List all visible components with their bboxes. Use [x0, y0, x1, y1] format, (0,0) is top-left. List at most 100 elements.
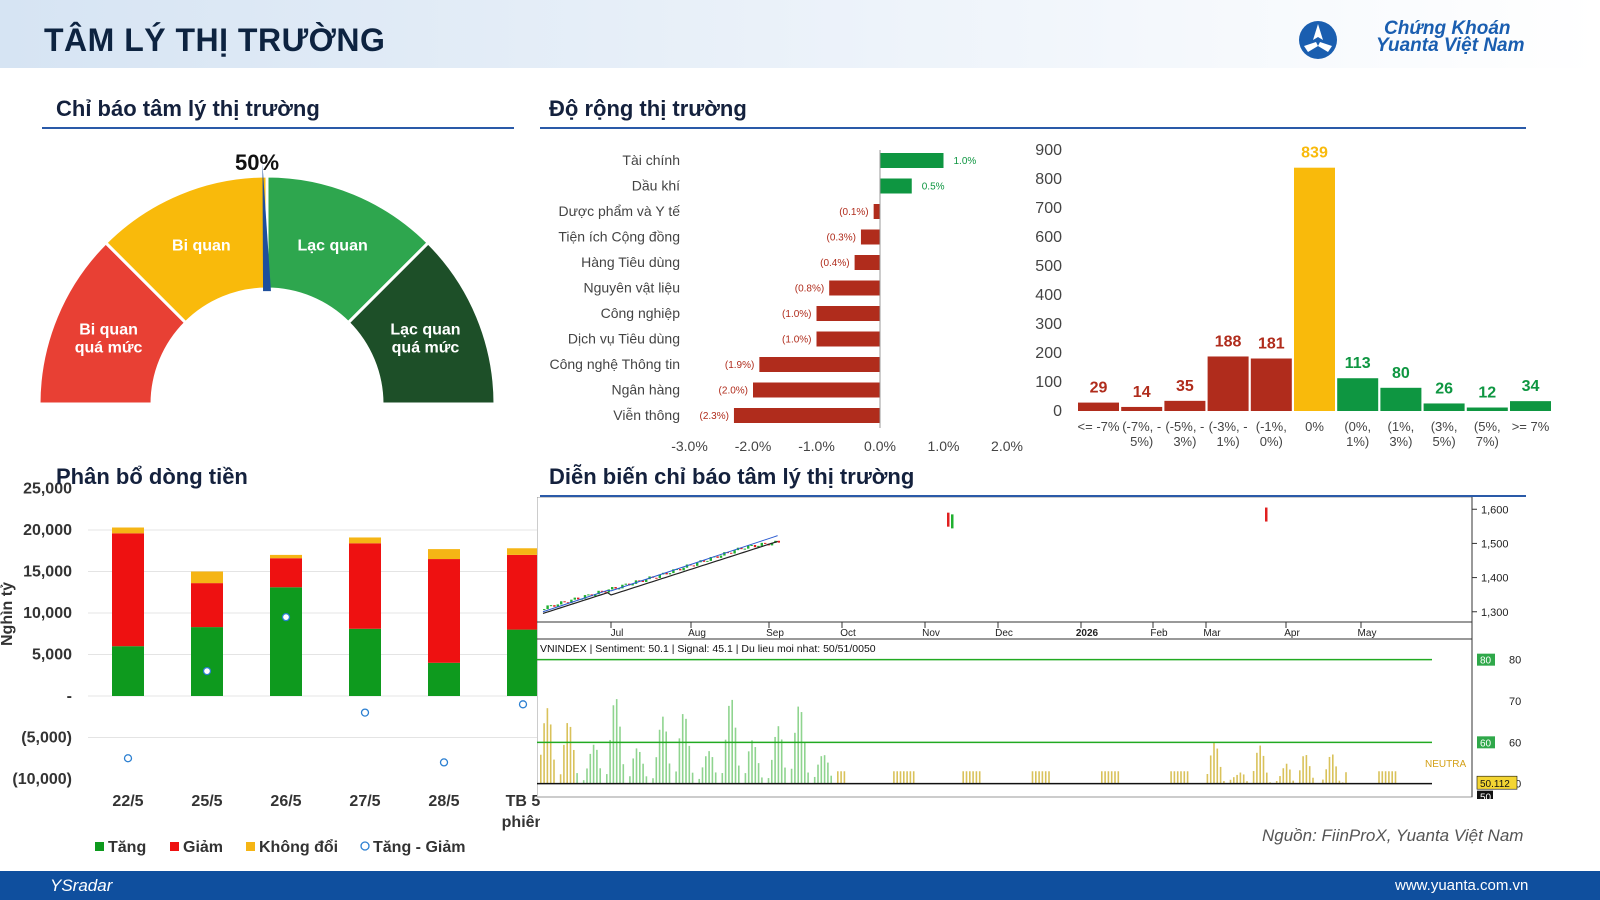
dist-bar — [1466, 407, 1508, 411]
price-candle — [570, 599, 573, 603]
indicator-histogram-bar — [817, 764, 819, 784]
flow-ytick: 25,000 — [23, 481, 72, 498]
price-candle — [747, 545, 750, 549]
gauge-segment-label-line: Bi quan — [79, 321, 138, 338]
price-candle — [947, 512, 950, 527]
ysradar-brand: YSradar — [50, 876, 113, 895]
dist-value-label: 14 — [1133, 384, 1151, 401]
indicator-histogram-bar — [774, 736, 776, 784]
dist-value-label: 181 — [1258, 336, 1285, 353]
indicator-histogram-bar — [701, 767, 704, 784]
sector-xtick: -2.0% — [735, 438, 772, 454]
indicator-tag-50 — [1477, 790, 1493, 799]
indicator-histogram-bar — [724, 739, 727, 784]
sector-label: Dịch vụ Tiêu dùng — [568, 331, 680, 347]
indicator-histogram-bar — [688, 745, 691, 784]
indicator-tag-50-label: 50 — [1480, 793, 1492, 799]
gauge-segment — [346, 240, 497, 406]
indicator-histogram-bar — [1262, 755, 1265, 784]
indicator-histogram-bar — [563, 744, 565, 784]
indicator-ytick: 80 — [1509, 655, 1521, 667]
price-candle — [641, 580, 644, 582]
flow-legend-swatch — [360, 841, 370, 851]
price-candle — [770, 542, 774, 546]
indicator-histogram-bar — [665, 731, 667, 784]
dist-bar — [1380, 387, 1422, 411]
sector-bar — [733, 408, 880, 423]
indicator-histogram-bar — [599, 768, 601, 784]
indicator-histogram-bar — [843, 771, 846, 784]
indicator-histogram-bar — [797, 706, 799, 784]
indicator-histogram-bar — [906, 771, 908, 784]
dist-category-label: (5%, 7%) — [1474, 419, 1501, 449]
logo-text: Chứng Khoán Yuanta Việt Nam — [1376, 19, 1525, 56]
sentiment-history-chart: 1,300 1,400 1,500 1,600 Jul Aug Sep Oct Nov Dec 20… — [537, 497, 1521, 799]
price-candle — [583, 595, 587, 599]
indicator-histogram-bar — [1328, 756, 1331, 784]
price-candle — [672, 569, 675, 574]
dist-ytick: 900 — [1035, 142, 1062, 159]
price-candle — [563, 601, 566, 603]
flow-net-marker — [360, 708, 370, 717]
dist-bar — [1337, 378, 1379, 411]
price-candle — [696, 562, 699, 566]
price-candle — [750, 544, 753, 546]
indicator-histogram-bar — [589, 753, 592, 784]
sector-label: Viễn thông — [613, 407, 680, 423]
indicator-histogram-bar — [1213, 742, 1215, 784]
indicator-histogram-bar — [606, 774, 608, 784]
indicator-histogram-bar — [698, 778, 700, 784]
price-candle — [777, 540, 780, 543]
indicator-histogram-bar — [754, 747, 757, 784]
dist-category-label-line: >= 7% — [1512, 419, 1550, 434]
logo-line-2: Yuanta Việt Nam — [1376, 35, 1525, 56]
indicator-histogram-bar — [827, 762, 829, 784]
indicator-histogram-bar — [972, 771, 974, 784]
flow-category-label: 26/5 — [270, 793, 301, 810]
indicator-histogram-bar — [1285, 763, 1288, 784]
price-month-label: Dec — [995, 628, 1013, 639]
indicator-histogram-bar — [1038, 771, 1040, 784]
price-ytick: 1,400 — [1481, 573, 1509, 585]
sector-label: Dược phẩm và Y tế — [558, 203, 680, 219]
flow-ytick: 20,000 — [23, 522, 72, 539]
sector-bar — [753, 382, 880, 398]
flow-net-marker — [123, 754, 133, 763]
dist-bar — [1164, 400, 1206, 411]
price-month-label: Apr — [1284, 628, 1300, 639]
sector-label: Công nghệ Thông tin — [549, 356, 680, 372]
dist-category-label-line: (-7%, - — [1122, 419, 1161, 434]
indicator-histogram-bar — [820, 756, 823, 784]
indicator-histogram-bar — [1104, 771, 1106, 784]
gauge-value-label: 50% — [235, 150, 279, 175]
indicator-histogram-bar — [566, 723, 568, 784]
price-month-label: Sep — [766, 628, 784, 639]
sector-value-label: (0.3%) — [826, 233, 855, 244]
indicator-histogram-bar — [1206, 773, 1209, 784]
yuanta-emblem-icon — [1299, 21, 1337, 59]
price-ytick: 1,300 — [1481, 607, 1509, 619]
indicator-histogram-bar — [790, 768, 793, 784]
indicator-histogram-bar — [639, 751, 641, 784]
indicator-ytick: 70 — [1509, 696, 1521, 708]
footer-url[interactable]: www.yuanta.com.vn — [1395, 877, 1529, 894]
price-candle — [655, 577, 658, 579]
indicator-header: VNINDEX | Sentiment: 50.1 | Signal: 45.1… — [540, 643, 876, 655]
indicator-tag-60 — [1477, 736, 1495, 749]
indicator-histogram-bar — [609, 739, 611, 784]
indicator-histogram-bar — [1388, 771, 1390, 784]
indicator-histogram-bar — [1041, 771, 1044, 784]
yuanta-logo: Chứng Khoán Yuanta Việt Nam — [1299, 18, 1588, 62]
price-month-label: May — [1358, 628, 1377, 639]
flow-bar-segment — [191, 627, 223, 696]
indicator-histogram-bar — [1332, 754, 1334, 784]
flow-bar-segment — [349, 628, 381, 696]
sector-value-label: (1.9%) — [725, 360, 754, 371]
dist-category-label: (0%, 1%) — [1344, 419, 1371, 449]
indicator-histogram-bar — [757, 763, 760, 784]
price-month-label: Jul — [611, 628, 624, 639]
sector-value-label: (0.4%) — [820, 258, 849, 269]
indicator-histogram-bar — [668, 763, 671, 784]
flow-net-marker — [518, 700, 528, 709]
